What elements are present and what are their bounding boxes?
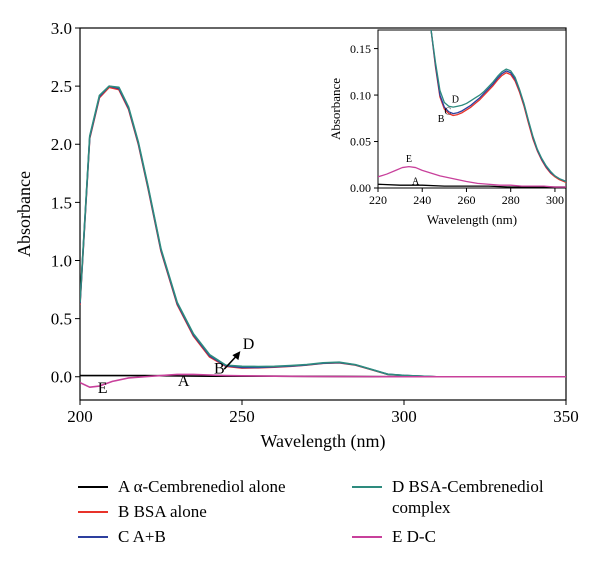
inset-xtick-label-5: 300: [546, 193, 564, 207]
main-annotation-e: E: [98, 380, 108, 397]
main-series-line-4: [80, 85, 566, 378]
inset-annotation-e: E: [406, 154, 412, 165]
legend-label-d: D BSA-Cembrenediol complex: [392, 477, 544, 517]
legend-item-b: B BSA alone: [78, 501, 207, 522]
inset-chart: 220 240 260 280 300 0.00 0.05 0.10 0.15 Wavelengt…: [328, 29, 567, 227]
inset-series-group: [378, 30, 566, 188]
inset-xtick-label-4: 280: [502, 193, 520, 207]
legend-item-c: C A+B: [78, 526, 166, 547]
chart-legend: A α-Cembrenediol alone D BSA-Cembrenedio…: [0, 470, 600, 563]
main-y-axis-label: Absorbance: [14, 171, 34, 257]
legend-swatch-a: [78, 486, 108, 488]
legend-swatch-d: [352, 486, 382, 488]
main-xtick-label-2: 250: [229, 407, 255, 426]
main-annotation-arrow-head: [232, 351, 241, 361]
inset-x-axis-label: Wavelength (nm): [427, 212, 517, 227]
inset-y-axis-label: Absorbance: [328, 78, 343, 140]
legend-label-a: A α-Cembrenediol alone: [118, 477, 286, 496]
main-ytick-label-3: 1.0: [51, 251, 72, 270]
main-annotation-a: A: [178, 373, 190, 390]
main-xtick-label-1: 200: [67, 407, 93, 426]
inset-annotation-c: C: [444, 107, 451, 118]
main-ytick-label-6: 2.5: [51, 77, 72, 96]
main-xtick-label-3: 300: [391, 407, 417, 426]
legend-label-b: B BSA alone: [118, 502, 207, 521]
inset-annotation-a: A: [412, 176, 420, 187]
absorbance-figure: 200 250 300 350 0.0 0.5 1.0 1.5 2.0 2.5 3.0 Wavelen…: [14, 19, 579, 452]
inset-xtick-label-2: 240: [413, 193, 431, 207]
inset-frame: [377, 29, 567, 189]
main-annotation-b: B: [214, 360, 225, 377]
inset-annotation-d: D: [452, 94, 459, 105]
inset-ytick-label-3: 0.10: [350, 88, 371, 102]
legend-item-d: D BSA-Cembrenediol complex: [352, 476, 582, 518]
main-xtick-label-4: 350: [553, 407, 579, 426]
main-annotation-d: D: [243, 336, 255, 353]
legend-swatch-b: [78, 511, 108, 513]
inset-ytick-label-4: 0.15: [350, 42, 371, 56]
legend-swatch-e: [352, 536, 382, 538]
main-ytick-label-4: 1.5: [51, 193, 72, 212]
legend-item-e: E D-C: [352, 526, 436, 547]
inset-xtick-label-3: 260: [457, 193, 475, 207]
inset-ytick-label-2: 0.05: [350, 135, 371, 149]
legend-swatch-c: [78, 536, 108, 538]
inset-series-line-5: [378, 165, 566, 188]
legend-label-c: C A+B: [118, 527, 166, 546]
main-x-axis-label: Wavelength (nm): [260, 431, 385, 452]
legend-item-a: A α-Cembrenediol alone: [78, 476, 286, 497]
inset-ytick-label-1: 0.00: [350, 181, 371, 195]
inset-xtick-label-1: 220: [369, 193, 387, 207]
inset-series-line-1: [378, 183, 566, 188]
main-ytick-label-7: 3.0: [51, 19, 72, 38]
inset-series-line-4: [430, 30, 566, 183]
main-series-line-5: [80, 373, 566, 389]
main-ytick-label-1: 0.0: [51, 368, 72, 387]
main-ytick-label-2: 0.5: [51, 310, 72, 329]
main-series-group: [80, 85, 566, 389]
legend-label-e: E D-C: [392, 527, 436, 546]
inset-annotation-b: B: [438, 114, 445, 125]
main-ytick-label-5: 2.0: [51, 135, 72, 154]
